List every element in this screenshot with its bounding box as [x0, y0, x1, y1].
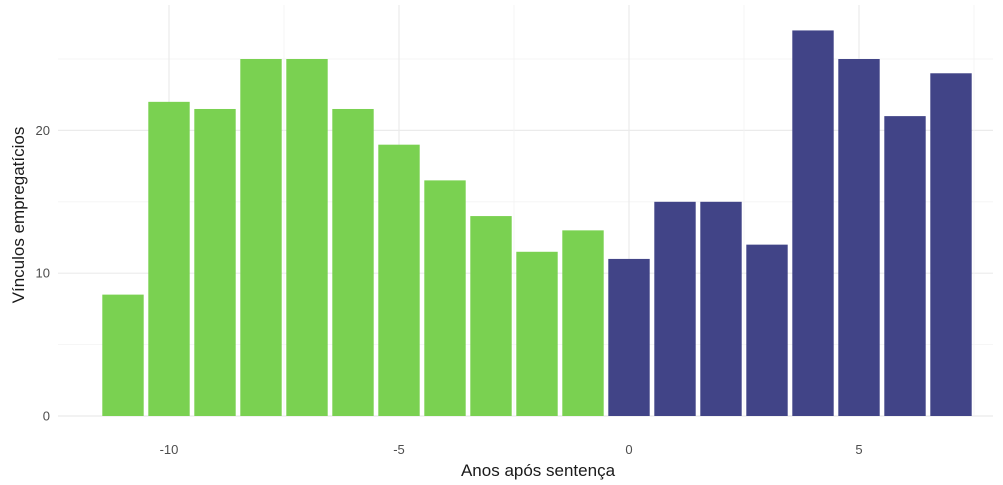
y-tick-label: 20 — [36, 123, 50, 138]
y-axis-ticks: 0 10 20 — [36, 123, 50, 424]
bar — [608, 259, 649, 416]
x-axis-title: Anos após sentença — [461, 461, 616, 480]
bar — [148, 102, 189, 416]
bar — [378, 145, 419, 416]
bar — [792, 30, 833, 416]
bar — [746, 245, 787, 416]
bars — [102, 30, 971, 416]
y-tick-label: 10 — [36, 266, 50, 281]
bar — [102, 295, 143, 416]
bar — [562, 230, 603, 416]
bar — [838, 59, 879, 416]
x-tick-label: 5 — [855, 442, 862, 457]
bar — [240, 59, 281, 416]
bar — [884, 116, 925, 416]
bar — [424, 180, 465, 416]
x-tick-label: 0 — [625, 442, 632, 457]
bar — [516, 252, 557, 416]
x-tick-label: -10 — [160, 442, 179, 457]
y-axis-title: Vínculos empregatícios — [9, 127, 28, 304]
bar — [930, 73, 971, 416]
bar — [470, 216, 511, 416]
y-tick-label: 0 — [43, 409, 50, 424]
bar — [700, 202, 741, 416]
bar — [194, 109, 235, 416]
bar — [332, 109, 373, 416]
x-tick-label: -5 — [393, 442, 405, 457]
x-axis-ticks: -10 -5 0 5 — [160, 442, 863, 457]
bar — [286, 59, 327, 416]
bar — [654, 202, 695, 416]
